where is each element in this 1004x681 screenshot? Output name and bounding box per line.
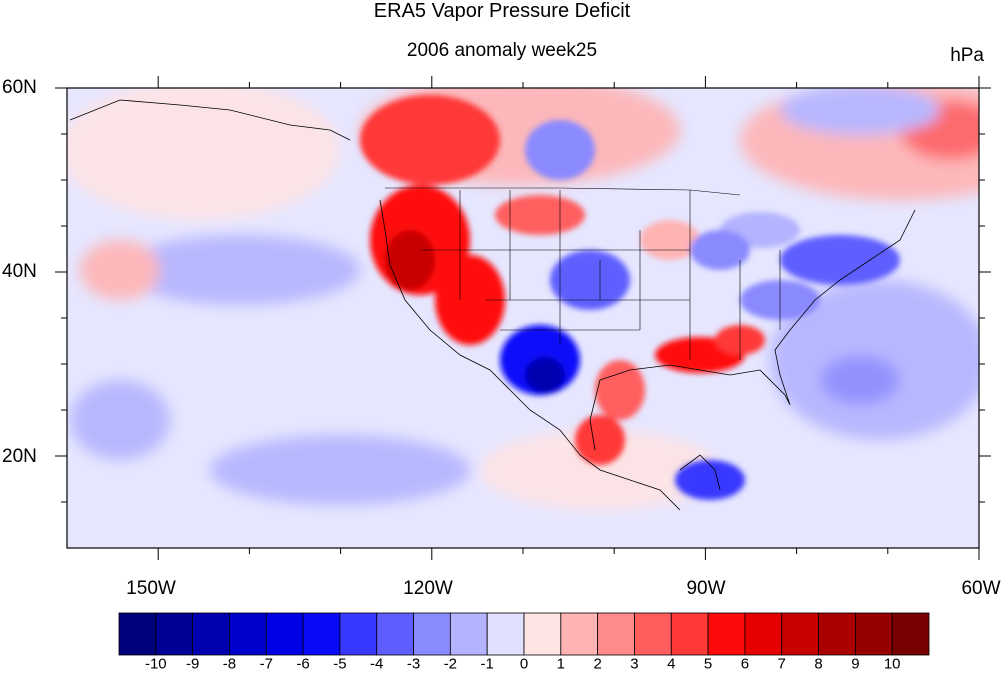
colorbar-label: 5 <box>703 655 713 673</box>
lon-label-60w: 60W <box>961 578 1001 599</box>
colorbar-swatch <box>229 612 267 656</box>
colorbar-swatch <box>413 612 451 656</box>
colorbar-label: 0 <box>519 655 529 673</box>
colorbar-label: 3 <box>630 655 639 673</box>
colorbar-label: -1 <box>480 655 494 673</box>
colorbar-swatch <box>339 612 378 656</box>
colorbar-swatch <box>707 612 746 656</box>
colorbar-swatch <box>854 612 893 656</box>
colorbar-label: 10 <box>883 655 901 673</box>
colorbar-swatch <box>560 612 599 656</box>
colorbar-swatch <box>597 612 635 656</box>
anomaly-field <box>67 88 979 548</box>
lon-label-150w: 150W <box>126 578 176 599</box>
colorbar-label: -10 <box>144 655 167 673</box>
colorbar-swatch <box>118 612 157 656</box>
colorbar-swatch <box>744 612 783 656</box>
colorbar-swatch <box>818 612 856 656</box>
colorbar-label: -5 <box>333 655 347 673</box>
chart-title: ERA5 Vapor Pressure Deficit <box>373 0 631 22</box>
colorbar-swatch <box>192 612 230 656</box>
coastlines <box>69 99 916 511</box>
lat-label-20n: 20N <box>2 446 37 467</box>
colorbar-label: -8 <box>222 655 237 673</box>
colorbar-label: 7 <box>777 655 786 673</box>
chart-subtitle: 2006 anomaly week25 <box>406 40 598 61</box>
colorbar-label: -6 <box>296 655 310 673</box>
colorbar-label: -4 <box>370 655 384 673</box>
state-borders <box>385 187 781 360</box>
colorbar-swatch <box>670 612 709 656</box>
colorbar-label: 6 <box>740 655 750 673</box>
colorbar-label: -2 <box>443 655 458 673</box>
colorbar-swatch <box>634 612 672 656</box>
colorbar-swatch <box>781 612 819 656</box>
colorbar-label: -9 <box>185 655 200 673</box>
colorbar <box>118 612 930 656</box>
colorbar-swatch <box>449 612 488 656</box>
colorbar-swatch <box>523 612 562 656</box>
colorbar-swatch <box>486 612 525 656</box>
colorbar-swatch <box>376 612 414 656</box>
colorbar-label: 2 <box>593 655 602 673</box>
colorbar-label: -7 <box>259 655 273 673</box>
colorbar-label: -3 <box>406 655 421 673</box>
colorbar-swatch <box>155 612 194 656</box>
lon-label-90w: 90W <box>686 578 726 599</box>
colorbar-swatch <box>265 612 304 656</box>
colorbar-label: 1 <box>556 655 565 673</box>
lat-label-60n: 60N <box>2 77 37 98</box>
colorbar-swatch <box>891 612 930 656</box>
colorbar-label: 9 <box>851 655 860 673</box>
units-label: hPa <box>950 45 984 66</box>
colorbar-label: 4 <box>667 655 676 673</box>
colorbar-label: 8 <box>814 655 823 673</box>
lon-label-120w: 120W <box>403 578 453 599</box>
lat-label-40n: 40N <box>2 261 37 282</box>
axis-ticks <box>55 76 991 560</box>
colorbar-swatch <box>302 612 341 656</box>
